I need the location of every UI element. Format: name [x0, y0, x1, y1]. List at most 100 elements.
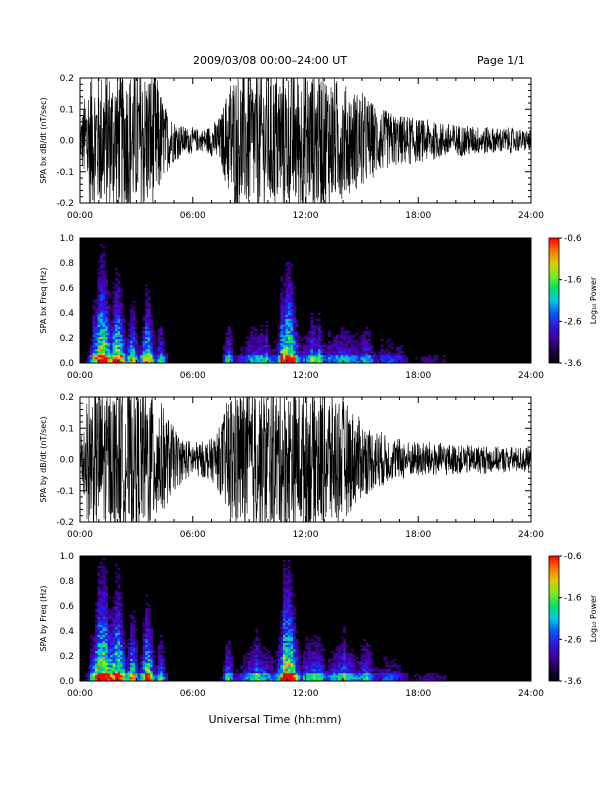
spectrogram-cell — [105, 358, 108, 362]
spectrogram-cell — [282, 594, 286, 597]
spectrogram-cell — [110, 670, 113, 674]
spectrogram-cell — [110, 616, 113, 619]
spectrogram-cell — [430, 360, 434, 364]
spectrogram-cell — [368, 360, 371, 364]
spectrogram-cell — [388, 360, 391, 364]
spectrogram-cell — [97, 602, 101, 605]
spectrogram-cell — [107, 334, 111, 338]
spectrogram-cell — [227, 344, 231, 348]
spectrogram-cell — [145, 648, 148, 652]
spectrogram-cell — [310, 676, 314, 680]
spectrogram-cell — [252, 672, 256, 676]
spectrogram-cell — [155, 670, 158, 674]
spectrogram-cell — [428, 360, 432, 364]
spectrogram-cell — [365, 326, 369, 330]
spectrogram-cell — [102, 612, 106, 615]
spectrogram-cell — [345, 352, 349, 356]
spectrogram-cell — [92, 338, 96, 342]
spectrogram-cell — [100, 350, 103, 354]
spectrogram-cell — [333, 658, 336, 662]
spectrogram-cell — [282, 610, 286, 613]
spectrogram-cell — [107, 350, 111, 354]
spectrogram-cell — [302, 676, 306, 680]
spectrogram-cell — [90, 352, 93, 356]
spectrogram-cell — [115, 672, 118, 676]
spectrogram-cell — [313, 650, 316, 654]
spectrogram-cell — [127, 642, 131, 646]
spectrogram-cell — [343, 342, 346, 346]
spectrogram-cell — [333, 664, 336, 668]
spectrogram-cell — [308, 672, 311, 676]
spectrogram-cell — [142, 318, 146, 321]
spectrogram-cell — [315, 338, 319, 342]
spectrogram-cell — [157, 332, 161, 336]
spectrogram-cell — [318, 336, 321, 340]
spectrogram-cell — [292, 304, 296, 307]
spectrogram-cell — [282, 678, 286, 682]
spectrogram-cell — [102, 322, 106, 325]
spectrogram-cell — [252, 666, 256, 670]
spectrogram-cell — [290, 626, 294, 629]
spectrogram-cell — [122, 324, 126, 328]
spectrogram-cell — [97, 654, 101, 658]
spectrogram-cell — [102, 568, 106, 571]
spectrogram-cell — [132, 648, 136, 652]
spectrogram-cell — [310, 650, 314, 654]
spectrogram-cell — [380, 348, 384, 352]
spectrogram-cell — [365, 338, 369, 342]
colorbar-tick-label: -3.6 — [564, 359, 582, 369]
spectrogram-cell — [343, 330, 346, 334]
spectrogram-cell — [160, 338, 163, 342]
spectrogram-cell — [287, 358, 291, 362]
spectrogram-cell — [313, 358, 316, 362]
spectrogram-cell — [102, 622, 106, 625]
spectrogram-cell — [345, 334, 349, 338]
spectrogram-cell — [117, 614, 121, 617]
spectrogram-cell — [310, 656, 314, 660]
spectrogram-cell — [272, 356, 276, 360]
spectrogram-cell — [120, 290, 123, 293]
spectrogram-cell — [150, 632, 153, 635]
spectrogram-cell — [313, 658, 316, 662]
spectrogram-cell — [145, 348, 148, 352]
spectrogram-cell — [117, 670, 121, 674]
spectrogram-cell — [295, 330, 299, 334]
spectrogram-cell — [287, 666, 291, 670]
spectrogram-cell — [340, 360, 344, 364]
spectrogram-cell — [255, 656, 259, 660]
spectrogram-cell — [157, 678, 161, 682]
spectrogram-cell — [330, 668, 334, 672]
page-title: 2009/03/08 00:00–24:00 UT — [193, 54, 348, 67]
spectrogram-cell — [90, 636, 93, 639]
spectrogram-cell — [363, 638, 366, 641]
spectrogram-cell — [240, 674, 244, 678]
spectrogram-cell — [97, 588, 101, 591]
spectrogram-cell — [315, 662, 319, 666]
spectrogram-cell — [132, 356, 136, 360]
spectrogram-cell — [292, 610, 296, 613]
spectrogram-cell — [353, 346, 356, 350]
spectrogram-cell — [117, 360, 121, 364]
spectrogram-cell — [232, 678, 236, 682]
spectrogram-cell — [112, 672, 116, 676]
spectrogram-cell — [292, 340, 296, 344]
spectrogram-cell — [110, 652, 113, 656]
spectrogram-cell — [380, 344, 384, 348]
spectrogram-cell — [338, 644, 341, 648]
spectrogram-cell — [135, 338, 138, 342]
spectrogram-cell — [343, 646, 346, 650]
spectrogram-cell — [102, 246, 106, 249]
spectrogram-cell — [275, 352, 279, 356]
spectrogram-cell — [135, 640, 138, 643]
spectrogram-cell — [107, 296, 111, 299]
spectrogram-cell — [107, 322, 111, 325]
spectrogram-cell — [142, 678, 146, 682]
spectrogram-cell — [277, 664, 281, 668]
spectrogram-cell — [115, 652, 118, 656]
spectrogram-cell — [345, 344, 349, 348]
spectrogram-cell — [353, 340, 356, 344]
spectrogram-cell — [340, 662, 344, 666]
spectrogram-cell — [282, 586, 286, 589]
spectrogram-cell — [308, 348, 311, 352]
spectrogram-cell — [100, 598, 103, 601]
